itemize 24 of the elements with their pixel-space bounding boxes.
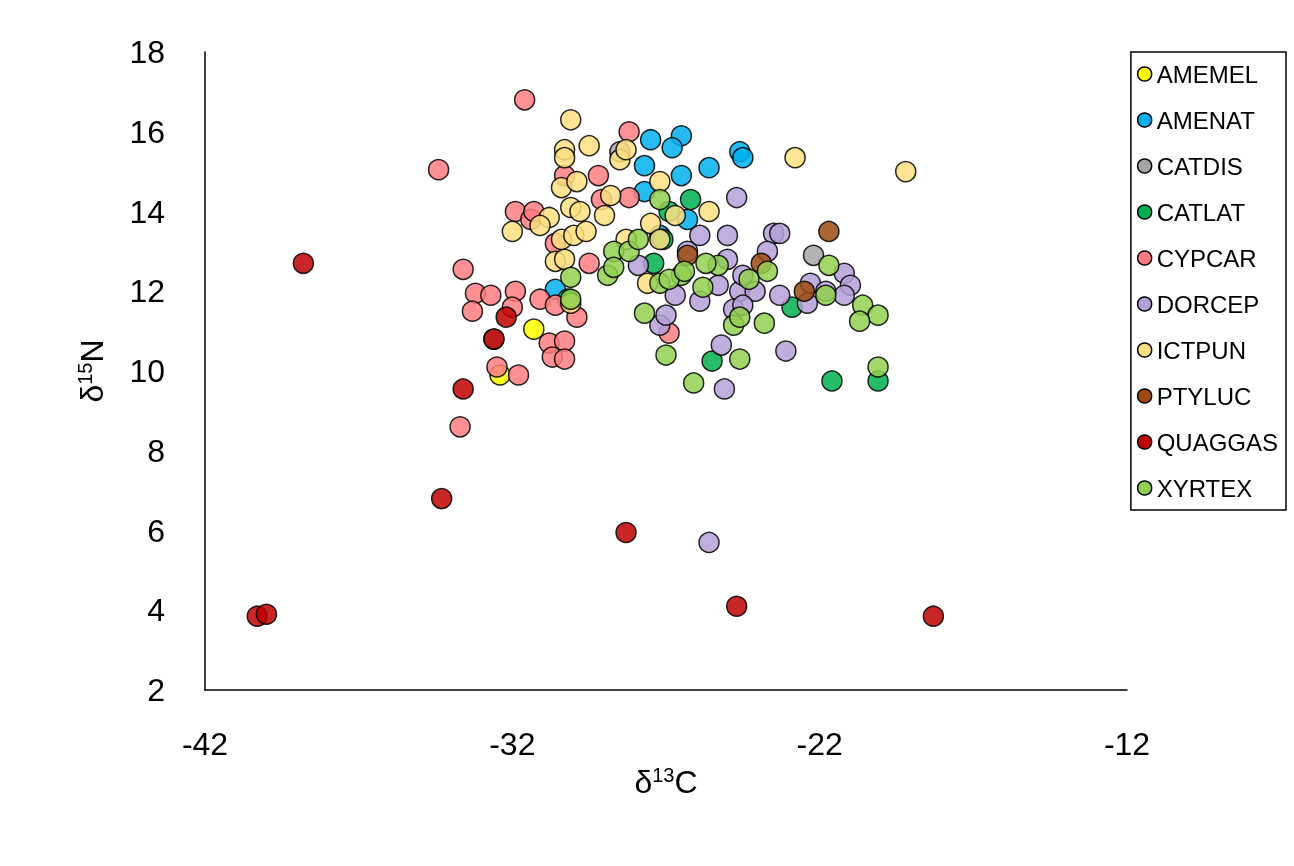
y-axis-title: δ15N bbox=[74, 339, 110, 403]
x-tick-label: -42 bbox=[181, 726, 229, 762]
y-tick-label: 4 bbox=[147, 592, 165, 629]
legend-label: CYPCAR bbox=[1156, 244, 1257, 272]
legend-label: AMEMEL bbox=[1156, 60, 1258, 88]
legend-label: XYRTEX bbox=[1156, 474, 1253, 502]
y-tick-label: 8 bbox=[147, 432, 165, 469]
y-tick-label: 16 bbox=[129, 113, 165, 150]
x-tick-label: -12 bbox=[1103, 726, 1151, 762]
x-tick-label: -22 bbox=[796, 726, 843, 762]
legend-label: AMENAT bbox=[1156, 106, 1256, 134]
y-tick-label: 18 bbox=[129, 34, 165, 70]
y-tick-label: 12 bbox=[129, 273, 165, 310]
y-tick-label: 14 bbox=[129, 193, 165, 230]
y-tick-label: 6 bbox=[147, 512, 165, 549]
y-tick-label: 10 bbox=[129, 353, 165, 389]
x-tick-label: -32 bbox=[489, 726, 536, 762]
legend-label: ICTPUN bbox=[1156, 336, 1246, 364]
legend-label: CATLAT bbox=[1156, 198, 1246, 226]
legend-label: QUAGGAS bbox=[1156, 428, 1278, 456]
legend-label: CATDIS bbox=[1156, 152, 1243, 180]
legend-label: DORCEP bbox=[1156, 290, 1260, 318]
legend-label: PTYLUC bbox=[1156, 382, 1252, 410]
y-tick-label: 2 bbox=[147, 672, 165, 708]
